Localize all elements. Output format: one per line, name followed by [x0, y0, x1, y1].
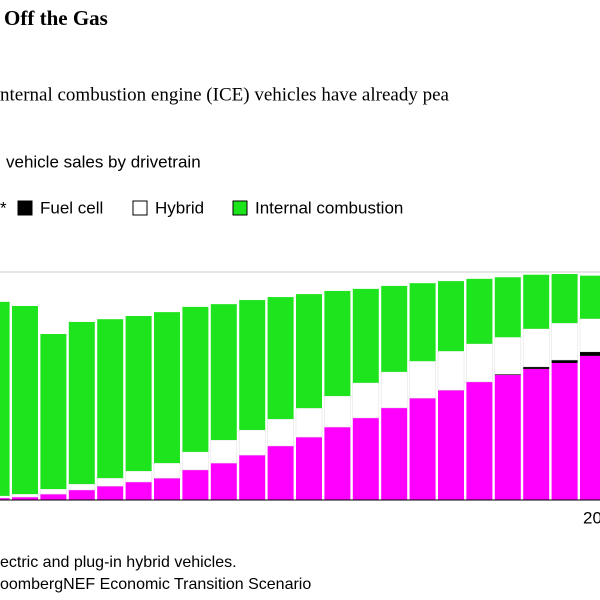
- legend-label: Hybrid: [155, 198, 204, 217]
- bar-segment: [210, 304, 237, 441]
- bar-segment: [210, 439, 238, 464]
- bar-segment: [296, 437, 322, 500]
- note: oombergNEF Economic Transition Scenario: [0, 576, 311, 593]
- bar-segment: [125, 481, 152, 500]
- bar-segment: [437, 350, 465, 391]
- x-tick-label: 20: [583, 508, 600, 527]
- bar-segment: [0, 301, 10, 496]
- bar-segment: [125, 316, 152, 472]
- bar-segment: [523, 366, 550, 369]
- bar-segment: [68, 483, 96, 491]
- bar-segment: [182, 451, 209, 471]
- bar-segment: [551, 362, 578, 500]
- bar-segment: [267, 418, 294, 447]
- bar-segment: [352, 417, 379, 500]
- bar-segment: [153, 462, 181, 479]
- bar-segment: [380, 371, 408, 409]
- bar-segment: [551, 274, 578, 324]
- bar-segment: [523, 368, 550, 500]
- bar-segment: [381, 407, 408, 500]
- bar-segment: [580, 275, 600, 319]
- bar-segment: [324, 427, 351, 500]
- bar-segment: [0, 495, 10, 499]
- bar-segment: [580, 355, 600, 500]
- bar-segment: [0, 497, 10, 500]
- bar-segment: [409, 283, 436, 362]
- bar-segment: [438, 281, 464, 352]
- bar-segment: [239, 455, 266, 500]
- bar-segment: [466, 278, 493, 344]
- bar-segment: [12, 497, 38, 500]
- bar-segment: [352, 382, 380, 419]
- bar-segment: [579, 318, 600, 353]
- bar-segment: [267, 445, 294, 500]
- bar-segment: [352, 288, 379, 383]
- bar-segment: [182, 306, 209, 452]
- bar-segment: [40, 494, 67, 500]
- bar-segment: [466, 381, 493, 500]
- bar-segment: [466, 343, 493, 383]
- bar-segment: [40, 488, 67, 495]
- bar-segment: [324, 395, 351, 428]
- bar-segment: [409, 398, 436, 500]
- bar-segment: [523, 274, 550, 329]
- legend-swatch: [232, 200, 248, 216]
- legend-swatch: [132, 200, 148, 216]
- bar-segment: [154, 312, 180, 464]
- bar-segment: [68, 321, 95, 485]
- bar-segment: [551, 360, 578, 363]
- legend-label: Internal combustion: [255, 198, 403, 217]
- bar-segment: [12, 305, 38, 495]
- bar-segment: [295, 407, 323, 438]
- bar-segment: [494, 374, 521, 376]
- bar-segment: [580, 351, 600, 356]
- legend-swatch: [17, 200, 33, 216]
- bar-segment: [381, 285, 408, 372]
- bar-segment: [494, 336, 522, 375]
- y-label: vehicle sales by drivetrain: [6, 152, 201, 171]
- bar-segment: [182, 469, 209, 500]
- bar-segment: [296, 294, 322, 409]
- chart-title: Off the Gas: [4, 6, 108, 30]
- subtitle: nternal combustion engine (ICE) vehicles…: [0, 84, 450, 105]
- legend-label: *: [0, 198, 7, 217]
- bar-segment: [97, 486, 124, 500]
- bar-segment: [438, 390, 464, 500]
- bar-segment: [494, 375, 521, 500]
- bar-segment: [96, 477, 124, 487]
- bar-segment: [267, 297, 294, 420]
- bar-segment: [154, 478, 180, 500]
- bar-segment: [239, 300, 266, 431]
- legend-label: Fuel cell: [40, 198, 103, 217]
- note: ectric and plug-in hybrid vehicles.: [0, 554, 237, 571]
- bar-segment: [494, 277, 521, 338]
- bar-segment: [11, 493, 39, 498]
- bar-segment: [125, 470, 152, 483]
- bar-segment: [97, 319, 124, 479]
- bar-segment: [522, 328, 550, 368]
- bar-segment: [238, 429, 266, 456]
- bar-segment: [324, 290, 351, 397]
- bar-segment: [210, 463, 237, 500]
- bar-segment: [68, 489, 95, 500]
- bar-segment: [409, 360, 436, 399]
- bar-segment: [551, 322, 578, 361]
- bar-segment: [40, 334, 67, 490]
